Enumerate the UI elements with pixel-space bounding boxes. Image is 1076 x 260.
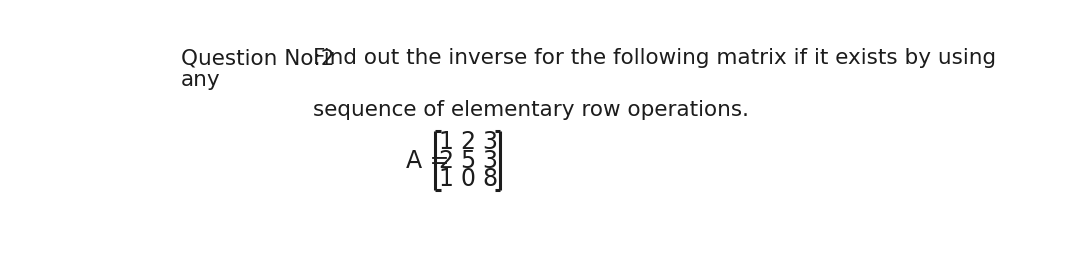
Text: 5: 5 (461, 148, 476, 173)
Text: Find out the inverse for the following matrix if it exists by using: Find out the inverse for the following m… (313, 48, 996, 68)
Text: Question No:2: Question No:2 (181, 48, 335, 68)
Text: 3: 3 (482, 130, 497, 154)
Text: 1: 1 (439, 130, 453, 154)
Text: A =: A = (406, 148, 456, 173)
Text: any: any (181, 70, 221, 90)
Text: 1: 1 (439, 167, 453, 191)
Text: 2: 2 (439, 148, 454, 173)
Text: 0: 0 (461, 167, 476, 191)
Text: sequence of elementary row operations.: sequence of elementary row operations. (313, 101, 749, 120)
Text: 3: 3 (482, 148, 497, 173)
Text: 8: 8 (482, 167, 497, 191)
Text: 2: 2 (461, 130, 476, 154)
